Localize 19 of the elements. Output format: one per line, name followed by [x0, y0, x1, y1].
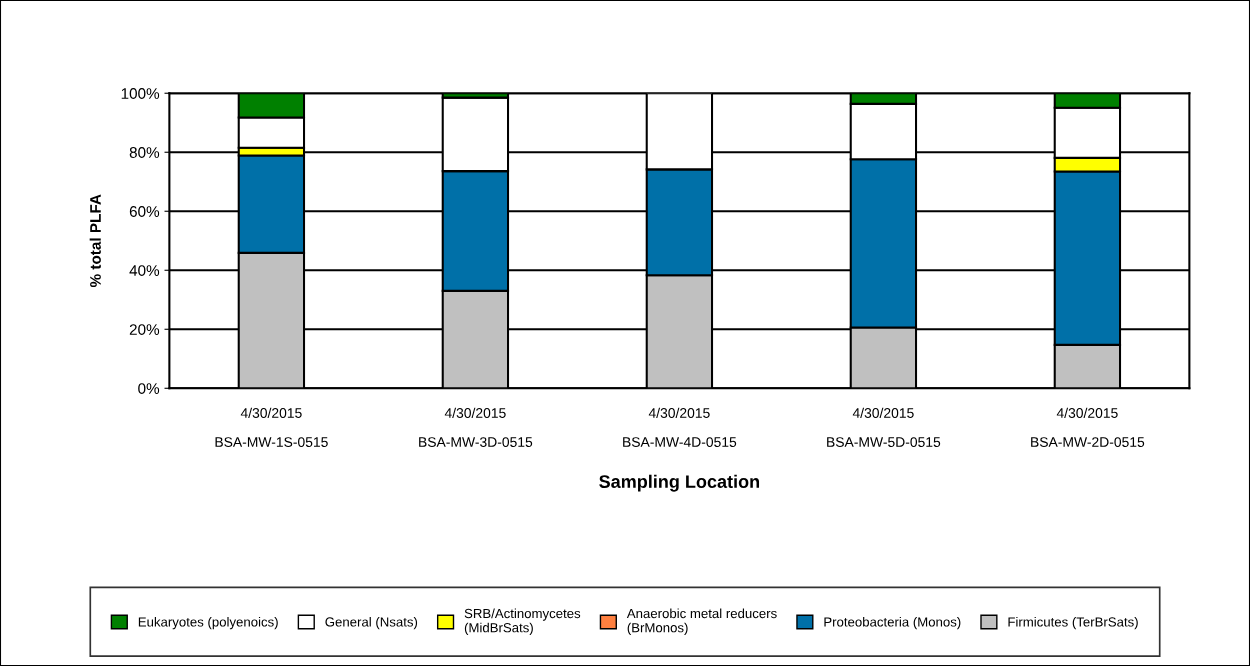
category-label: 4/30/2015 BSA-MW-2D-0515	[1031, 407, 1145, 447]
legend-label: SRB/Actinomycetes (MidBrSats)	[464, 608, 581, 635]
category-label: 4/30/2015 BSA-MW-5D-0515	[827, 407, 941, 447]
y-axis-title: % total PLFA	[89, 194, 101, 288]
y-tick-label: 80%	[129, 147, 160, 158]
y-tick-label: 0%	[138, 383, 160, 394]
y-tick-label: 100%	[121, 88, 160, 99]
category-label: 4/30/2015 BSA-MW-3D-0515	[419, 407, 533, 447]
y-tick-label: 20%	[129, 324, 160, 335]
legend-label: Firmicutes (TerBrSats)	[1008, 616, 1138, 630]
legend-label: Anaerobic metal reducers (BrMonos)	[626, 608, 777, 635]
legend-label: General (Nsats)	[325, 616, 418, 630]
category-label: 4/30/2015 BSA-MW-4D-0515	[623, 407, 737, 447]
x-axis-title: Sampling Location	[599, 474, 760, 492]
category-label: 4/30/2015 BSA-MW-1S-0515	[215, 407, 328, 447]
y-tick-label: 40%	[129, 265, 160, 276]
legend-label: Eukaryotes (polyenoics)	[138, 616, 278, 630]
legend-label: Proteobacteria (Monos)	[824, 616, 961, 630]
y-tick-label: 60%	[129, 206, 160, 217]
